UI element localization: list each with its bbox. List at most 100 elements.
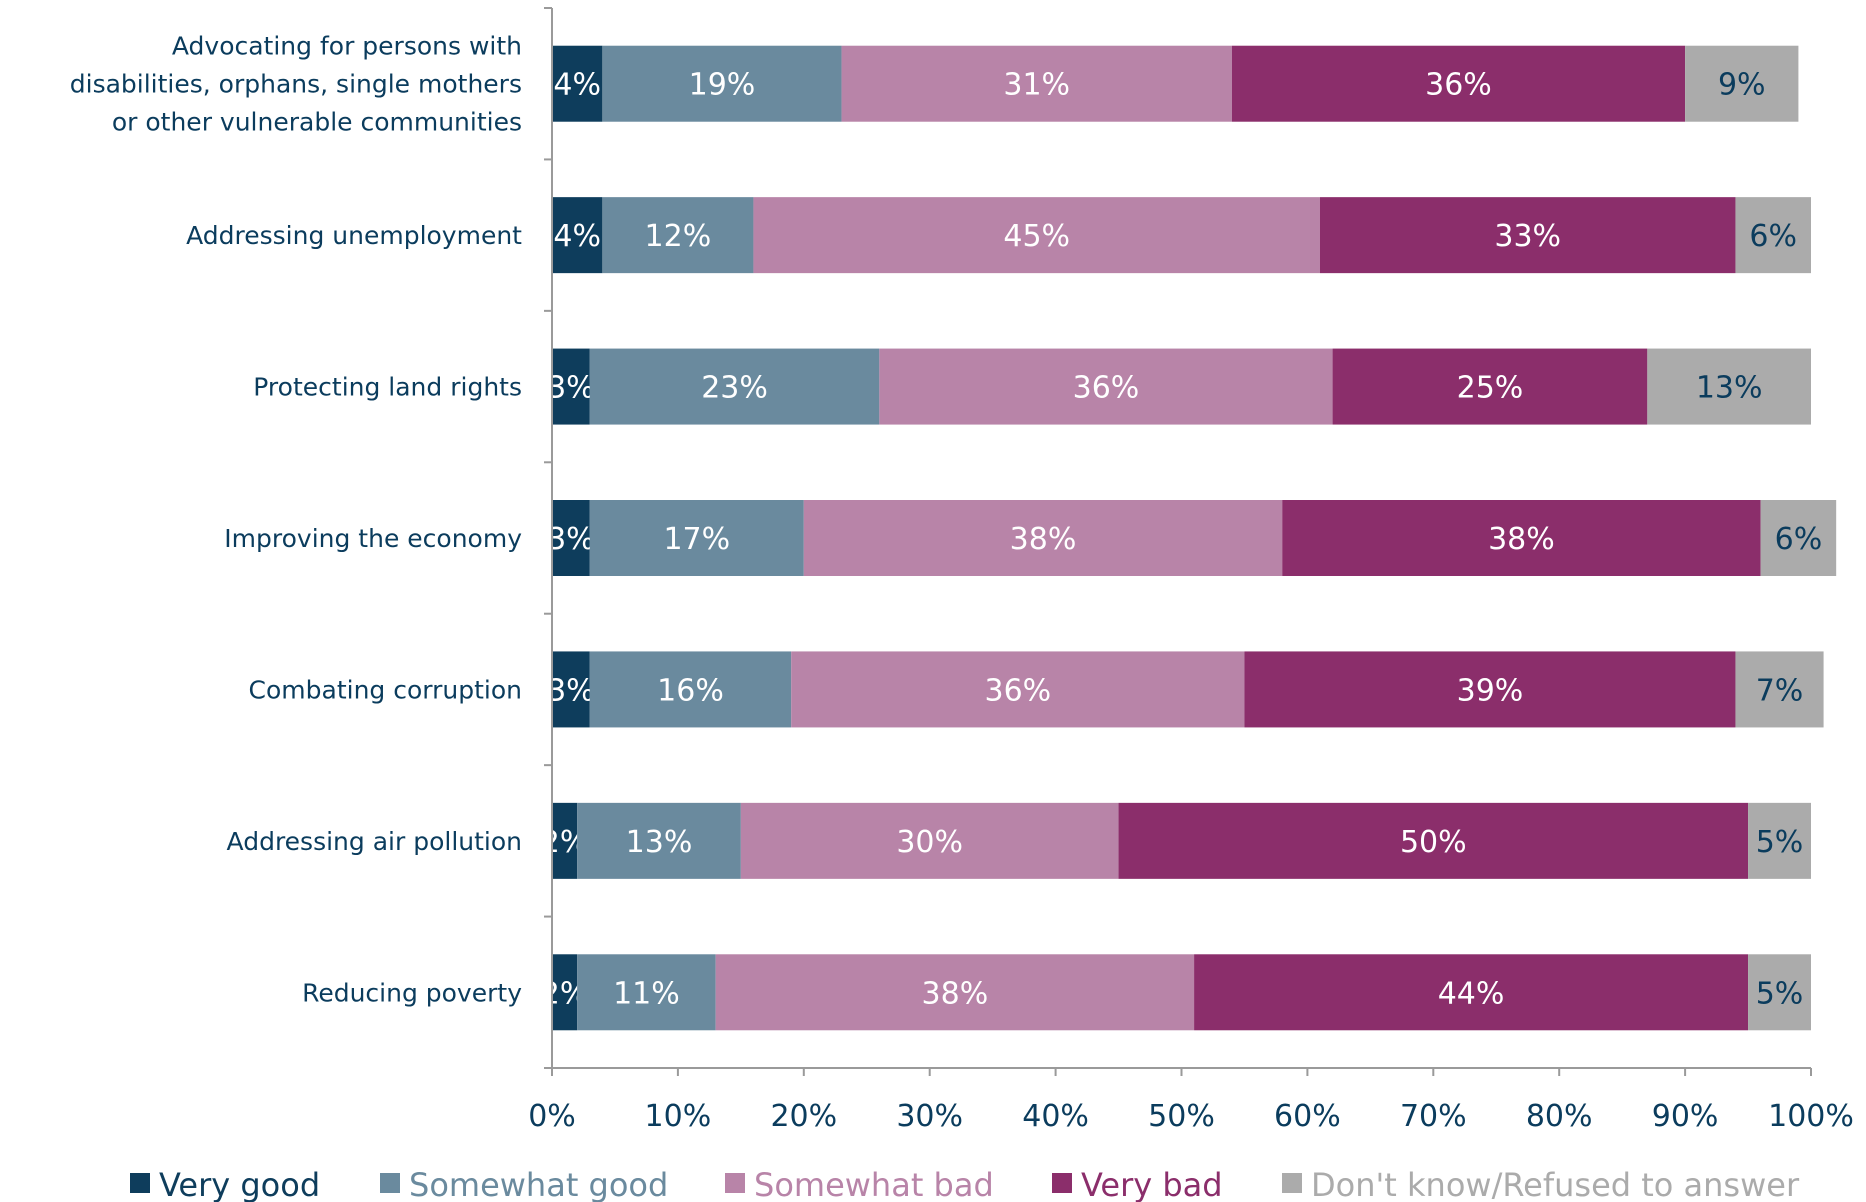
bar-segment-very-good [552,954,578,1031]
category-label: Improving the economy [224,524,522,553]
bar-segment-somewhat-bad [715,954,1195,1031]
bar-segment-very-bad [1282,500,1761,576]
category-label: Addressing air pollution [227,827,522,856]
bars-group: 4% 19% 31% 36% 9% 4% 12% 45% 33% 6% 3% 23% 36% 25% 13%… [541,45,1837,1031]
data-label: 23% [701,371,768,406]
data-label: 33% [1494,219,1561,254]
x-tick-label: 0% [528,1099,576,1134]
bar-segment-don-t-know-refused-to-answer [1735,651,1824,728]
data-label: 17% [663,522,730,557]
data-label: 5% [1756,976,1804,1011]
x-tick-label: 50% [1148,1099,1215,1134]
category-label: Advocating for persons with disabilities,… [70,32,522,137]
bar-segment-don-t-know-refused-to-answer [1748,802,1811,879]
category-label: Addressing unemployment [186,221,522,250]
bar-segment-very-bad [1231,45,1686,122]
data-label: 6% [1775,522,1823,557]
data-label: 4% [553,219,601,254]
data-label: 3% [547,371,595,406]
bar-segment-somewhat-good [589,500,804,576]
bar-segment-somewhat-good [602,197,754,274]
bar-segment-somewhat-good [589,348,880,425]
data-label: 31% [1003,68,1070,103]
bar-segment-very-bad [1319,197,1736,274]
data-label: 12% [645,219,712,254]
axes-group [544,7,1812,1076]
data-label: 50% [1400,825,1467,860]
legend-label-somewhat-good: Somewhat good [409,1166,668,1202]
legend-swatch-somewhat-good [380,1173,400,1193]
bar-segment-very-good [552,802,578,879]
data-label: 3% [547,522,595,557]
data-label: 19% [689,68,756,103]
x-tick-labels: 0% 10% 20% 30% 40% 50% 60% 70% 80% 90% 100% [528,1099,1854,1134]
data-label: 6% [1749,219,1797,254]
data-label: 25% [1457,371,1524,406]
bar-segment-somewhat-good [577,954,716,1031]
bar-segment-very-good [552,45,603,122]
x-tick-label: 70% [1400,1099,1467,1134]
data-label: 44% [1438,976,1505,1011]
data-label: 9% [1718,68,1766,103]
data-label: 39% [1457,673,1524,708]
bar-segment-don-t-know-refused-to-answer [1685,45,1799,122]
category-label: Reducing poverty [302,978,522,1007]
bar-segment-somewhat-bad [841,45,1232,122]
data-label: 4% [553,68,601,103]
legend-swatch-don-t-know-refused-to-answer [1282,1173,1302,1193]
bar-segment-very-bad [1244,651,1736,728]
data-label: 13% [626,825,693,860]
category-label: Protecting land rights [253,373,522,402]
legend-label-very-good: Very good [159,1166,320,1202]
data-label: 3% [547,673,595,708]
x-tick-label: 90% [1652,1099,1719,1134]
x-tick-label: 30% [896,1099,963,1134]
x-tick-label: 100% [1768,1099,1854,1134]
data-label: 36% [1425,68,1492,103]
bar-segment-somewhat-bad [791,651,1245,728]
x-tick-label: 20% [770,1099,837,1134]
category-label: Combating corruption [249,675,522,704]
legend-label-don-t-know-refused-to-answer: Don't know/Refused to answer [1311,1166,1800,1202]
bar-segment-somewhat-good [602,45,842,122]
data-label: 16% [657,673,724,708]
legend-label-very-bad: Very bad [1081,1166,1223,1202]
bar-segment-somewhat-bad [740,802,1119,879]
bar-segment-somewhat-bad [753,197,1320,274]
bar-segment-somewhat-good [589,651,792,728]
bar-segment-very-good [552,500,590,576]
category-labels: Advocating for persons with disabilities,… [70,32,522,1008]
bar-segment-very-good [552,197,603,274]
bar-segment-very-bad [1332,348,1648,425]
x-tick-label: 80% [1526,1099,1593,1134]
bar-segment-don-t-know-refused-to-answer [1647,348,1811,425]
bar-segment-don-t-know-refused-to-answer [1735,197,1811,274]
legend-label-somewhat-bad: Somewhat bad [754,1166,994,1202]
bar-segment-very-bad [1194,954,1749,1031]
bar-segment-don-t-know-refused-to-answer [1748,954,1811,1031]
data-label: 38% [922,976,989,1011]
bar-segment-somewhat-bad [803,500,1283,576]
data-label: 36% [1073,371,1140,406]
bar-segment-very-good [552,651,590,728]
legend-swatch-very-bad [1052,1173,1072,1193]
x-tick-label: 40% [1022,1099,1089,1134]
legend: Very good Somewhat good Somewhat bad Very b… [130,1166,1800,1202]
data-label: 5% [1756,825,1804,860]
bar-segment-very-bad [1118,802,1749,879]
legend-swatch-very-good [130,1173,150,1193]
x-tick-label: 10% [645,1099,712,1134]
data-label: 30% [896,825,963,860]
bar-segment-don-t-know-refused-to-answer [1760,500,1837,576]
data-label: 7% [1756,673,1804,708]
legend-swatch-somewhat-bad [725,1173,745,1193]
bar-segment-very-good [552,348,590,425]
data-label: 38% [1488,522,1555,557]
x-tick-label: 60% [1274,1099,1341,1134]
data-label: 13% [1696,371,1763,406]
data-label: 38% [1010,522,1077,557]
data-label: 11% [613,976,680,1011]
data-label: 36% [984,673,1051,708]
bar-segment-somewhat-good [577,802,741,879]
